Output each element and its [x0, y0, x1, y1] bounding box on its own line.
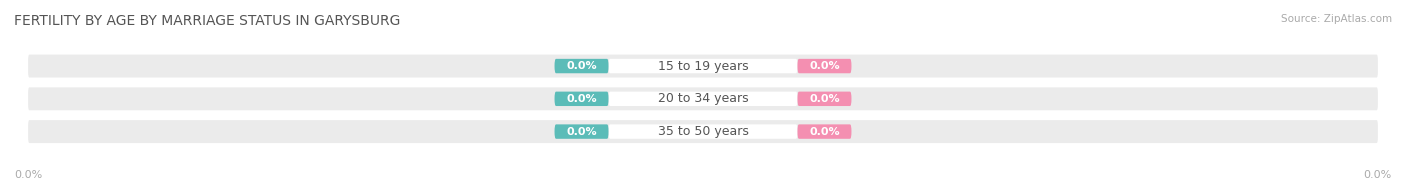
FancyBboxPatch shape	[609, 124, 797, 139]
FancyBboxPatch shape	[609, 59, 797, 73]
Text: 0.0%: 0.0%	[810, 94, 839, 104]
Text: 15 to 19 years: 15 to 19 years	[658, 60, 748, 73]
Text: 35 to 50 years: 35 to 50 years	[658, 125, 748, 138]
FancyBboxPatch shape	[28, 87, 1378, 110]
Text: 0.0%: 0.0%	[567, 127, 596, 137]
Text: 0.0%: 0.0%	[14, 170, 42, 180]
FancyBboxPatch shape	[797, 59, 852, 73]
FancyBboxPatch shape	[554, 59, 609, 73]
Text: FERTILITY BY AGE BY MARRIAGE STATUS IN GARYSBURG: FERTILITY BY AGE BY MARRIAGE STATUS IN G…	[14, 14, 401, 28]
FancyBboxPatch shape	[28, 120, 1378, 143]
Text: 20 to 34 years: 20 to 34 years	[658, 92, 748, 105]
Text: 0.0%: 0.0%	[810, 127, 839, 137]
FancyBboxPatch shape	[554, 92, 609, 106]
Text: 0.0%: 0.0%	[567, 94, 596, 104]
FancyBboxPatch shape	[797, 92, 852, 106]
Legend: Married, Unmarried: Married, Unmarried	[614, 192, 792, 196]
FancyBboxPatch shape	[28, 55, 1378, 78]
Text: 0.0%: 0.0%	[1364, 170, 1392, 180]
Text: Source: ZipAtlas.com: Source: ZipAtlas.com	[1281, 14, 1392, 24]
FancyBboxPatch shape	[554, 124, 609, 139]
FancyBboxPatch shape	[797, 124, 852, 139]
Text: 0.0%: 0.0%	[567, 61, 596, 71]
Text: 0.0%: 0.0%	[810, 61, 839, 71]
FancyBboxPatch shape	[609, 92, 797, 106]
